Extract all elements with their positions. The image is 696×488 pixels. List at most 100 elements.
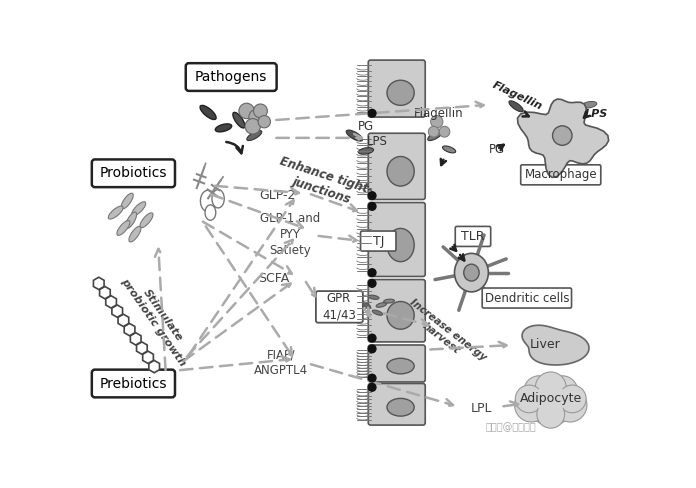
Ellipse shape xyxy=(129,226,141,242)
Circle shape xyxy=(368,384,376,391)
Circle shape xyxy=(547,376,578,407)
Circle shape xyxy=(515,385,543,413)
Text: Flagellin: Flagellin xyxy=(414,107,464,121)
Text: Liver: Liver xyxy=(530,339,561,351)
Text: Dendritic cells: Dendritic cells xyxy=(484,291,569,305)
Text: Stimulate
probiotic growth: Stimulate probiotic growth xyxy=(119,269,197,368)
FancyBboxPatch shape xyxy=(368,203,425,277)
Ellipse shape xyxy=(509,101,523,112)
Circle shape xyxy=(368,109,376,117)
Ellipse shape xyxy=(121,193,133,209)
Ellipse shape xyxy=(387,398,414,416)
Ellipse shape xyxy=(443,146,456,153)
Ellipse shape xyxy=(553,126,572,145)
Ellipse shape xyxy=(125,212,136,228)
Ellipse shape xyxy=(140,213,153,228)
Text: GPR
41/43: GPR 41/43 xyxy=(322,292,356,321)
Polygon shape xyxy=(205,205,216,220)
Circle shape xyxy=(253,104,267,118)
Circle shape xyxy=(239,103,254,119)
Text: LPL: LPL xyxy=(470,403,492,415)
Circle shape xyxy=(537,401,564,428)
Text: Adipocyte: Adipocyte xyxy=(520,392,582,406)
Circle shape xyxy=(249,109,264,125)
Polygon shape xyxy=(149,361,159,373)
Text: GLP-1 and
PYY
Satiety: GLP-1 and PYY Satiety xyxy=(260,212,321,257)
Ellipse shape xyxy=(233,112,245,128)
Ellipse shape xyxy=(387,302,414,329)
FancyBboxPatch shape xyxy=(92,160,175,187)
Ellipse shape xyxy=(215,124,232,132)
Circle shape xyxy=(431,116,443,128)
Text: LPS: LPS xyxy=(585,109,608,119)
Polygon shape xyxy=(212,189,224,208)
Ellipse shape xyxy=(368,295,379,299)
FancyBboxPatch shape xyxy=(92,369,175,397)
Ellipse shape xyxy=(387,228,414,262)
Text: PG: PG xyxy=(358,120,374,133)
FancyBboxPatch shape xyxy=(186,63,276,91)
Text: Prebiotics: Prebiotics xyxy=(100,377,167,390)
Polygon shape xyxy=(200,190,216,212)
Text: Flagellin: Flagellin xyxy=(490,80,544,111)
Circle shape xyxy=(368,203,376,210)
FancyBboxPatch shape xyxy=(455,226,491,246)
Circle shape xyxy=(258,116,271,128)
Text: LPS: LPS xyxy=(367,135,388,148)
Polygon shape xyxy=(130,333,141,345)
Circle shape xyxy=(428,126,439,137)
FancyBboxPatch shape xyxy=(482,288,571,308)
Text: Probiotics: Probiotics xyxy=(100,166,167,180)
Ellipse shape xyxy=(428,131,443,141)
Ellipse shape xyxy=(117,221,130,235)
FancyBboxPatch shape xyxy=(368,133,425,200)
Ellipse shape xyxy=(454,253,489,292)
Ellipse shape xyxy=(200,105,216,120)
Ellipse shape xyxy=(464,264,479,281)
Circle shape xyxy=(514,388,548,422)
Ellipse shape xyxy=(372,310,383,315)
Ellipse shape xyxy=(582,102,597,108)
Text: PG: PG xyxy=(489,143,505,156)
Text: Macrophage: Macrophage xyxy=(525,168,597,182)
Polygon shape xyxy=(112,305,122,317)
FancyBboxPatch shape xyxy=(368,384,425,425)
Circle shape xyxy=(368,334,376,342)
Text: 搜狐号@谷丰健康: 搜狐号@谷丰健康 xyxy=(485,422,536,431)
Circle shape xyxy=(528,380,574,426)
Circle shape xyxy=(439,126,450,137)
Ellipse shape xyxy=(247,131,262,141)
Text: TJ: TJ xyxy=(372,235,384,247)
Ellipse shape xyxy=(387,157,414,186)
Text: SCFA: SCFA xyxy=(258,271,289,285)
Polygon shape xyxy=(518,99,608,178)
FancyBboxPatch shape xyxy=(521,165,601,185)
Ellipse shape xyxy=(387,358,414,374)
Ellipse shape xyxy=(387,80,414,105)
Polygon shape xyxy=(522,325,589,365)
FancyBboxPatch shape xyxy=(368,345,425,382)
Polygon shape xyxy=(93,277,104,289)
Ellipse shape xyxy=(132,202,145,216)
Text: GLP-2: GLP-2 xyxy=(259,189,296,202)
Circle shape xyxy=(368,280,376,287)
Polygon shape xyxy=(143,351,153,364)
Ellipse shape xyxy=(383,299,395,303)
Ellipse shape xyxy=(109,206,123,219)
Circle shape xyxy=(558,385,586,413)
FancyBboxPatch shape xyxy=(368,280,425,342)
Circle shape xyxy=(368,345,376,353)
Circle shape xyxy=(553,388,587,422)
Circle shape xyxy=(245,119,260,134)
Circle shape xyxy=(368,374,376,382)
Polygon shape xyxy=(124,324,135,336)
Text: Enhance tight-
junctions: Enhance tight- junctions xyxy=(273,155,374,212)
Circle shape xyxy=(524,376,555,407)
Polygon shape xyxy=(136,342,148,354)
Ellipse shape xyxy=(346,130,363,141)
Circle shape xyxy=(535,384,566,414)
FancyBboxPatch shape xyxy=(316,291,363,323)
Polygon shape xyxy=(100,286,110,299)
FancyBboxPatch shape xyxy=(361,231,396,251)
Text: FIAF/
ANGPTL4: FIAF/ ANGPTL4 xyxy=(254,348,308,377)
